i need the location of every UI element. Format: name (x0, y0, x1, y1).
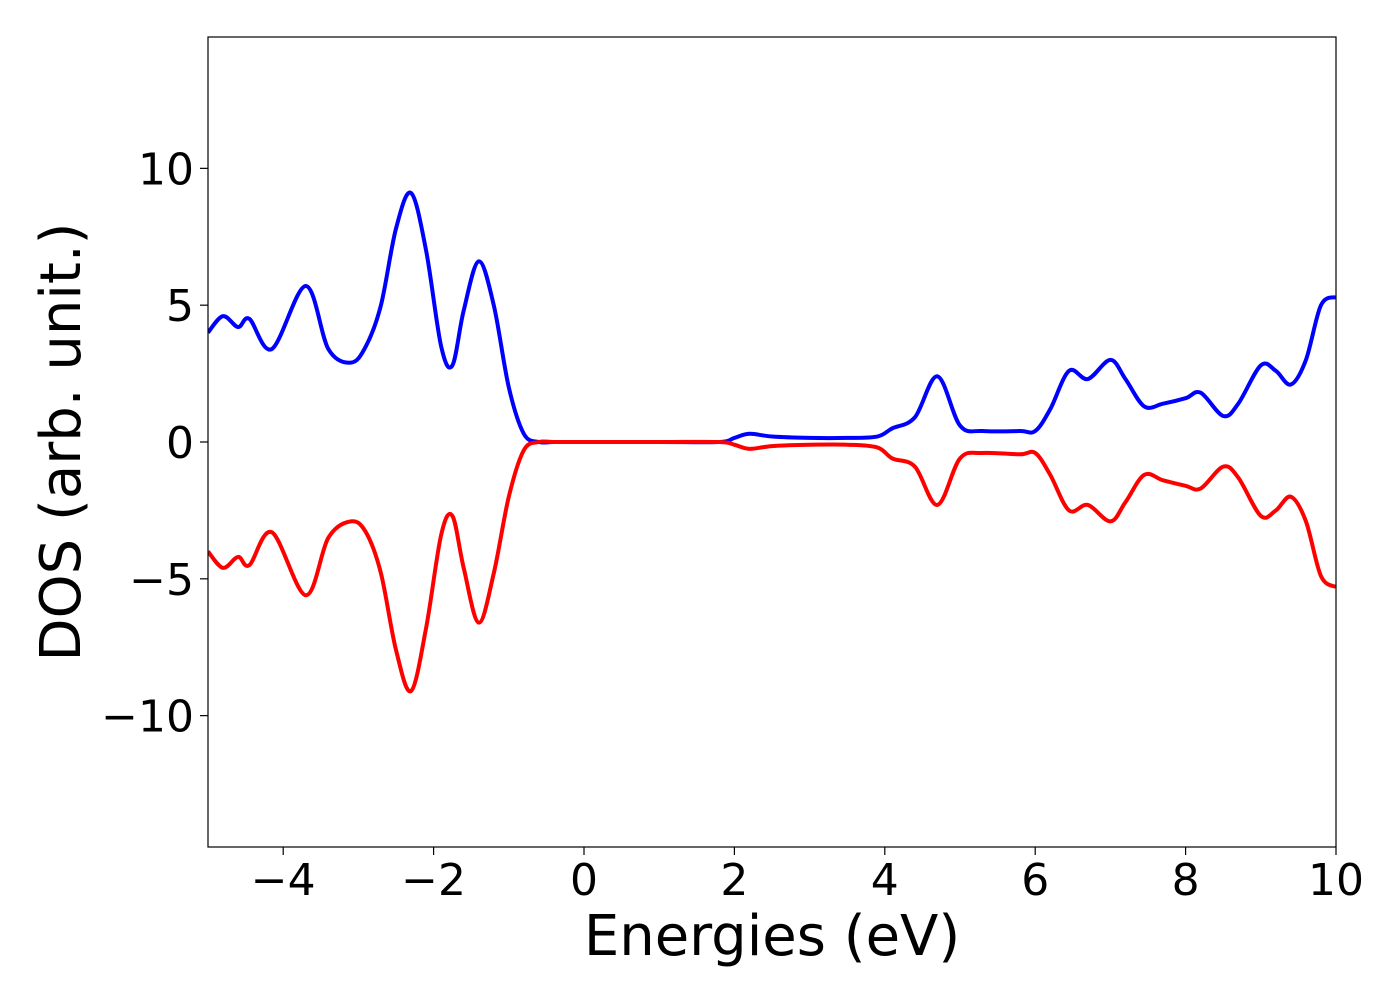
series-line-spin-up (208, 190, 1336, 445)
series-lines (208, 190, 1336, 694)
y-tick-label: −10 (101, 692, 194, 743)
x-tick-label: 4 (871, 855, 899, 906)
x-tick-label: 0 (570, 855, 598, 906)
series-line-spin-down (208, 439, 1336, 694)
y-tick-label: 10 (138, 144, 194, 195)
x-axis-ticks: −4 −2 0 2 4 6 8 10 (251, 847, 1364, 906)
x-tick-label: 6 (1021, 855, 1049, 906)
y-axis-ticks: −10 −5 0 5 10 (101, 144, 208, 743)
x-tick-label: −4 (251, 855, 316, 906)
x-tick-label: 8 (1172, 855, 1200, 906)
y-tick-label: 0 (166, 418, 194, 469)
y-tick-label: 5 (166, 281, 194, 332)
plot-frame (207, 36, 1337, 848)
x-tick-label: 10 (1308, 855, 1364, 906)
y-tick-label: −5 (129, 555, 194, 606)
y-axis-title: DOS (arb. unit.) (29, 222, 94, 661)
x-tick-label: 2 (720, 855, 748, 906)
x-tick-label: −2 (401, 855, 466, 906)
x-axis-title: Energies (eV) (584, 904, 960, 969)
